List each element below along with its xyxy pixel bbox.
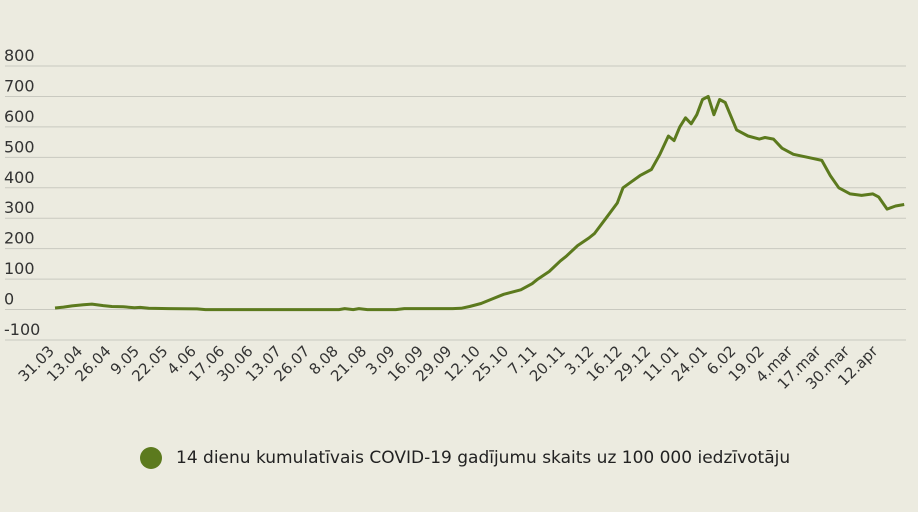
y-tick-label: 500 (4, 137, 35, 156)
y-tick-label: 400 (4, 168, 35, 187)
y-tick-label: 300 (4, 198, 35, 217)
gridlines (5, 65, 906, 341)
legend: 14 dienu kumulatīvais COVID-19 gadījumu … (140, 447, 790, 469)
series-lines (54, 94, 905, 312)
legend-swatch (140, 447, 162, 469)
y-tick-label: 100 (4, 259, 35, 278)
y-tick-label: 200 (4, 229, 35, 248)
series-line (54, 94, 905, 312)
y-tick-label: 600 (4, 107, 35, 126)
y-tick-label: 800 (4, 46, 35, 65)
legend-label: 14 dienu kumulatīvais COVID-19 gadījumu … (176, 448, 791, 468)
y-axis-ticks: -100 0 100 200 300 400 500 600 700 800 (4, 46, 40, 339)
y-tick-label: 700 (4, 76, 35, 95)
y-tick-label: -100 (4, 320, 40, 339)
y-tick-label: 0 (4, 290, 14, 309)
x-axis-ticks: 31.0313.0426.049.0522.054.0617.0630.0613… (15, 342, 882, 393)
